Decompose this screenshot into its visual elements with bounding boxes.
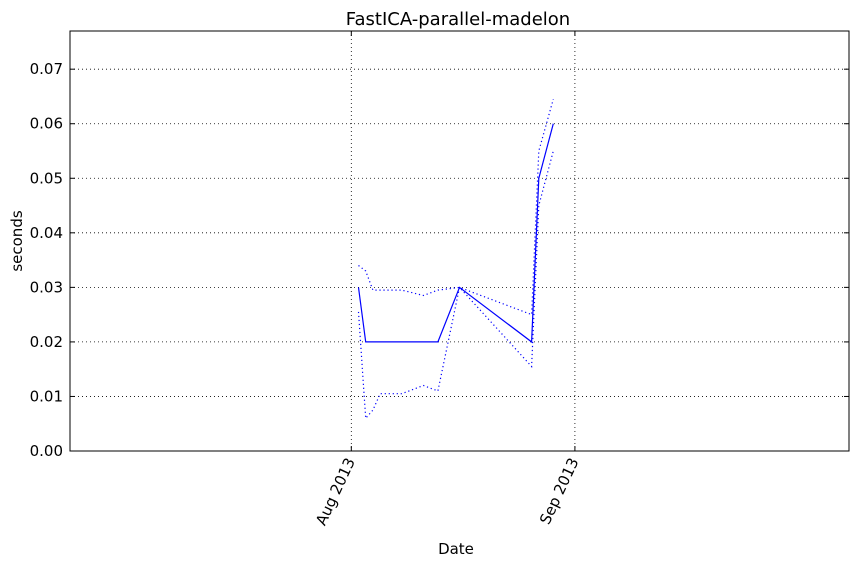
- y-tick-label: 0.04: [30, 224, 63, 242]
- grid-layer: [70, 31, 849, 451]
- y-tick-label: 0.02: [30, 333, 63, 351]
- x-tick-label: Sep 2013: [536, 455, 582, 527]
- series-line-mean: [357, 123, 554, 344]
- y-tick-label: 0.01: [30, 387, 63, 405]
- y-tick-label: 0.00: [30, 442, 63, 460]
- series-line-lower: [357, 150, 554, 420]
- y-tick-label: 0.07: [30, 60, 63, 78]
- series-layer: [357, 99, 554, 420]
- x-axis-label: Date: [438, 540, 474, 558]
- y-axis-label: seconds: [8, 210, 26, 271]
- x-axis: Aug 2013 Sep 2013: [312, 31, 583, 528]
- x-tick-label: Aug 2013: [312, 455, 359, 528]
- series-line-upper: [358, 99, 554, 316]
- y-tick-label: 0.05: [30, 169, 63, 187]
- y-axis: 0.00 0.01 0.02 0.03 0.04 0.05 0.06 0.07: [30, 60, 849, 460]
- y-tick-label: 0.06: [30, 115, 63, 133]
- y-tick-label: 0.03: [30, 278, 63, 296]
- plot-frame: [69, 30, 850, 452]
- chart-title: FastICA-parallel-madelon: [346, 9, 570, 30]
